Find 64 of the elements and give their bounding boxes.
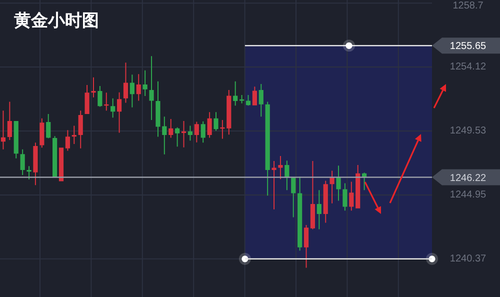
y-tick-label: 1249.53 — [450, 126, 487, 137]
candlestick — [291, 176, 296, 218]
candlestick — [246, 95, 251, 106]
ref-line-label: 1255.65 — [450, 41, 487, 52]
y-tick-label: 1254.12 — [450, 61, 487, 72]
candlestick — [7, 102, 12, 140]
candlestick — [349, 182, 354, 211]
candlestick — [110, 98, 116, 118]
candlestick — [52, 136, 58, 178]
candlestick — [272, 161, 276, 210]
candlestick — [123, 62, 128, 103]
candlestick — [252, 86, 257, 106]
candlestick — [284, 160, 290, 190]
candlestick — [65, 130, 70, 151]
candlestick — [181, 121, 186, 148]
candlestick — [40, 118, 44, 148]
candlestick — [278, 156, 283, 180]
candlestick — [194, 122, 199, 142]
candlestick — [342, 183, 348, 211]
candlestick — [162, 116, 167, 154]
candlestick — [98, 86, 102, 107]
candlestick — [220, 120, 225, 139]
y-tick-label: 1240.37 — [450, 253, 487, 264]
candlestick — [20, 149, 25, 176]
candlestick — [91, 77, 96, 98]
candlestick — [233, 81, 238, 106]
candlestick — [33, 142, 38, 186]
candlestick — [46, 114, 51, 138]
candlestick — [310, 161, 316, 230]
candlestick — [58, 148, 64, 182]
candlestick — [0, 110, 6, 150]
ref-line-label: 1246.22 — [450, 172, 487, 184]
candlestick — [116, 92, 122, 133]
text: 黄金小时图 — [13, 11, 99, 31]
candlestick — [239, 95, 244, 104]
y-tick-label: 1244.95 — [450, 189, 487, 200]
candlestick — [14, 121, 18, 158]
candlestick — [84, 84, 90, 114]
candlestick — [356, 164, 360, 208]
candlestick — [226, 90, 232, 135]
candlestick — [200, 121, 206, 143]
candlestick — [142, 70, 148, 96]
candlestick — [336, 166, 341, 201]
candlestick — [175, 127, 180, 147]
candlestick — [26, 166, 32, 180]
y-tick-label: 1258.7 — [452, 0, 484, 12]
candlestick — [265, 102, 270, 196]
candlestick — [136, 74, 141, 101]
candlestick — [207, 112, 212, 138]
candlestick — [258, 84, 264, 117]
candlestick — [214, 112, 218, 131]
candlestick — [104, 92, 109, 111]
candlestick — [304, 224, 309, 268]
candlestick — [316, 190, 322, 230]
candlestick — [78, 110, 83, 148]
candlestick — [188, 126, 193, 141]
candlestick — [168, 119, 174, 138]
candlestick — [298, 176, 302, 251]
candlestick — [330, 170, 334, 204]
candlestick — [323, 180, 328, 223]
candlestick — [130, 74, 134, 108]
candlestick — [156, 81, 160, 137]
candlestick — [72, 126, 76, 144]
candlestick — [149, 56, 154, 120]
